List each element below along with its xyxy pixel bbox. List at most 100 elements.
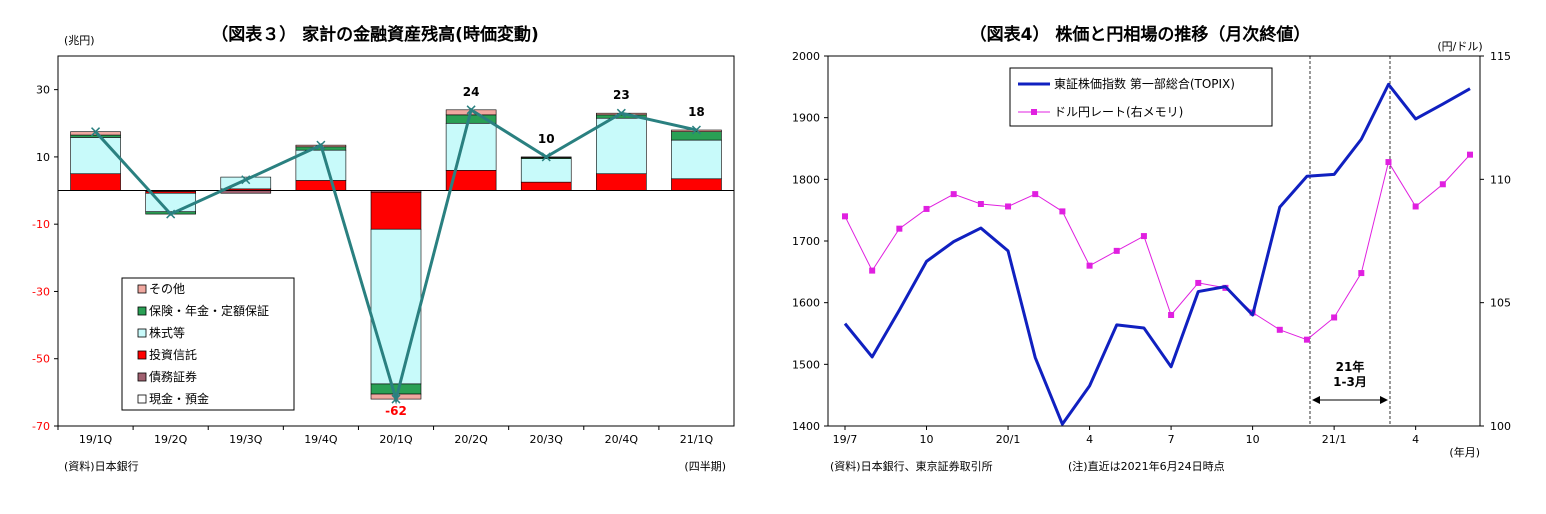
y-left-tick-label: 1500 [792,358,820,371]
period-annotation-months: 1-3月 [1333,375,1367,389]
usdjpy-point [1059,208,1066,215]
chart-right-left-y-axis: 2000 1900 1800 1700 1600 1500 1400 [792,50,828,433]
legend-swatch [137,394,147,404]
y-right-tick-label: 100 [1490,420,1511,433]
total-point [91,127,101,137]
bar-segment [370,383,422,395]
bar-segment [70,134,121,138]
x-tick-label: 4 [1086,433,1093,446]
bar-segment [70,137,121,175]
chart-right-note: (注)直近は2021年6月24日時点 [1068,459,1225,473]
x-tick-label: 21/1Q [680,433,714,446]
usdjpy-point [1385,159,1392,166]
total-point [316,140,326,150]
topix-line [843,82,1471,426]
legend-swatch [137,306,147,316]
chart-left-title: （図表３） 家計の金融資産残高(時価変動) [211,24,538,45]
usdjpy-point [1412,203,1419,210]
chart-left-x-axis: 19/1Q 19/2Q 19/3Q 19/4Q 20/1Q 20/2Q 20/3Q 20/4Q… [57,426,714,446]
bar-segment [370,228,422,385]
legend-label: 保険・年金・定額保証 [149,303,269,318]
x-tick-label: 19/1Q [79,433,113,446]
usdjpy-point [923,205,930,212]
chart-left-unit-label: (兆円) [64,34,95,47]
legend-swatch [137,328,147,338]
chart-right-series [842,82,1473,426]
bar-segment [295,149,347,181]
y-right-tick-label: 110 [1490,173,1511,186]
usdjpy-point [1303,336,1310,343]
legend-usdjpy-marker [1031,109,1037,115]
x-tick-label: 20/1Q [379,433,413,446]
x-tick-label: 20/3Q [530,433,564,446]
usdjpy-point [1439,181,1446,188]
y-left-tick-label: 1900 [792,112,820,125]
usdjpy-point [1331,314,1338,321]
usdjpy-point [1032,191,1039,198]
y-tick-label: 30 [36,84,50,97]
usdjpy-point [950,191,957,198]
chart-left-legend [121,277,295,411]
total-value-label: 24 [463,85,480,99]
total-point [691,125,701,135]
x-tick-label: 19/3Q [229,433,263,446]
bar-segment [520,158,572,183]
bar-segment [596,117,647,175]
y-tick-label: -30 [32,285,50,298]
legend-swatch [137,284,147,294]
period-annotation-year: 21年 [1336,359,1365,374]
chart-left-bars [70,109,722,400]
total-point [391,394,401,404]
usdjpy-point [1140,233,1147,240]
y-left-tick-label: 1800 [792,173,820,186]
legend-label: 株式等 [149,325,185,340]
chart-right-unit-label: (円/ドル) [1437,40,1482,53]
usdjpy-line [844,154,1471,341]
bar-segment [445,122,497,171]
y-left-tick-label: 1600 [792,297,820,310]
usdjpy-point [896,225,903,232]
usdjpy-point [1113,247,1120,254]
chart-left-y-axis: 30 10 -10 -30 -50 -70 [32,84,58,433]
legend-swatch [137,372,147,382]
bar-segment [370,191,422,230]
chart-left-x-label: (四半期) [684,459,726,473]
usdjpy-point [977,201,984,207]
usdjpy-point [869,267,876,274]
chart-left: （図表３） 家計の金融資産残高(時価変動) (兆円) 30 10 -10 -30 -50… [32,24,735,473]
legend-label: 投資信託 [149,347,197,362]
x-tick-label: 20/2Q [454,433,488,446]
chart-right-source: (資料)日本銀行、東京証券取引所 [830,459,993,473]
bar-segment [671,178,722,191]
legend-label: 現金・預金 [149,391,209,406]
chart-left-total-line [91,105,701,405]
y-left-tick-label: 1400 [792,420,820,433]
legend-label: その他 [149,282,185,296]
total-point [241,175,251,185]
usdjpy-point [1005,203,1012,210]
period-arrow [1312,396,1388,404]
total-value-label: -62 [385,404,407,418]
legend-usdjpy-label: ドル円レート(右メモリ) [1054,104,1183,119]
y-tick-label: -10 [32,218,50,231]
usdjpy-point [1358,270,1365,277]
bar-segment [520,181,572,191]
legend-topix-label: 東証株価指数 第一部総合(TOPIX) [1054,76,1235,91]
chart-left-total-labels: -62 24 10 23 18 [385,85,705,418]
bar-segment [671,139,722,180]
x-tick-label: 10 [1246,433,1260,446]
total-point [541,152,551,162]
x-tick-label: 19/7 [833,433,858,446]
x-tick-label: 19/4Q [304,433,338,446]
total-value-label: 18 [688,105,705,119]
chart-right-x-label: (年月) [1449,445,1480,459]
x-tick-label: 19/2Q [154,433,188,446]
total-point [616,108,626,118]
y-tick-label: 10 [36,151,50,164]
y-right-tick-label: 115 [1490,50,1511,63]
usdjpy-point [842,213,848,220]
chart-right-right-y-axis: 115 110 105 100 [1480,50,1511,433]
chart-left-source: (資料)日本銀行 [64,459,139,473]
